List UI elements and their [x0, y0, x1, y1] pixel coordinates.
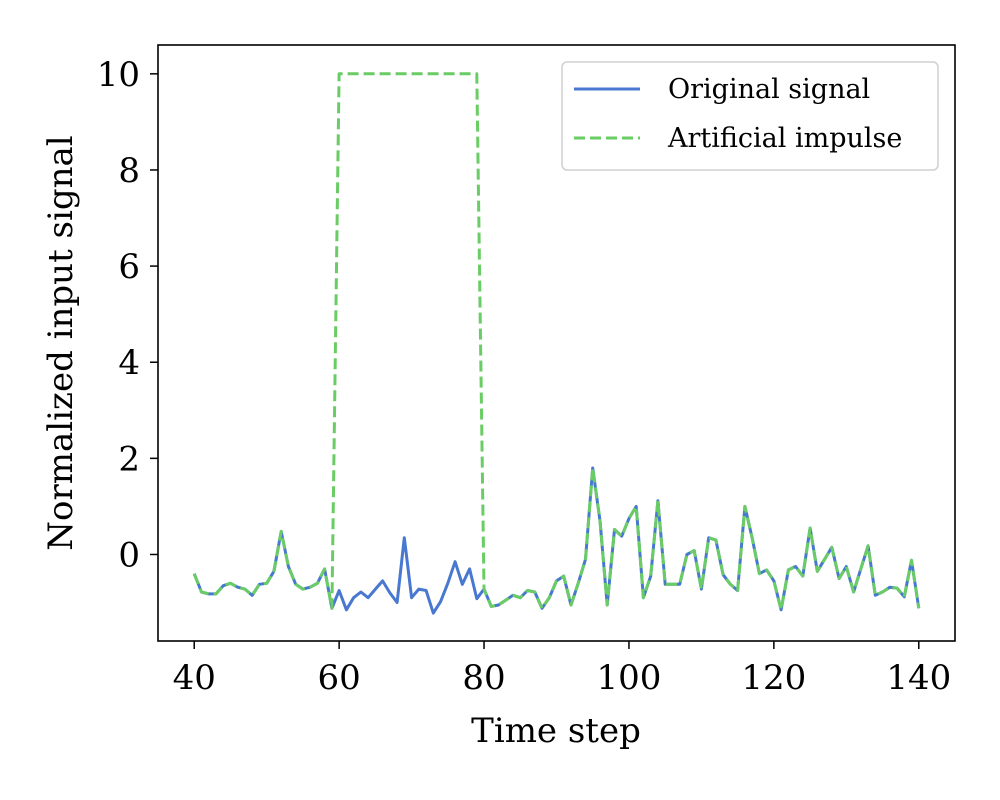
- y-axis-label: Normalized input signal: [41, 135, 81, 550]
- x-axis-ticks: 40 60 80 100 120 140: [173, 641, 951, 698]
- x-tick-label: 140: [886, 658, 951, 698]
- y-tick-label: 4: [118, 343, 140, 383]
- x-axis-label: Time step: [471, 711, 641, 751]
- x-tick-label: 100: [597, 658, 662, 698]
- series-line-artificial-impulse: [192, 72, 921, 612]
- legend-label-original-signal: Original signal: [668, 74, 870, 105]
- plot-frame: [157, 44, 956, 642]
- y-tick-label: 2: [118, 439, 140, 479]
- legend: Original signal Artificial impulse: [561, 61, 939, 171]
- y-axis-ticks: 0 2 4 6 8 10: [97, 55, 158, 575]
- y-tick-label: 0: [118, 535, 140, 575]
- x-tick-label: 120: [741, 658, 806, 698]
- y-tick-label: 8: [118, 151, 140, 191]
- x-tick-label: 80: [462, 658, 505, 698]
- legend-box: [561, 61, 939, 171]
- y-tick-label: 10: [97, 55, 140, 95]
- x-tick-label: 60: [318, 658, 361, 698]
- y-tick-label: 6: [118, 247, 140, 287]
- plot-area: [192, 72, 921, 615]
- legend-label-artificial-impulse: Artificial impulse: [667, 123, 902, 154]
- x-tick-label: 40: [173, 658, 216, 698]
